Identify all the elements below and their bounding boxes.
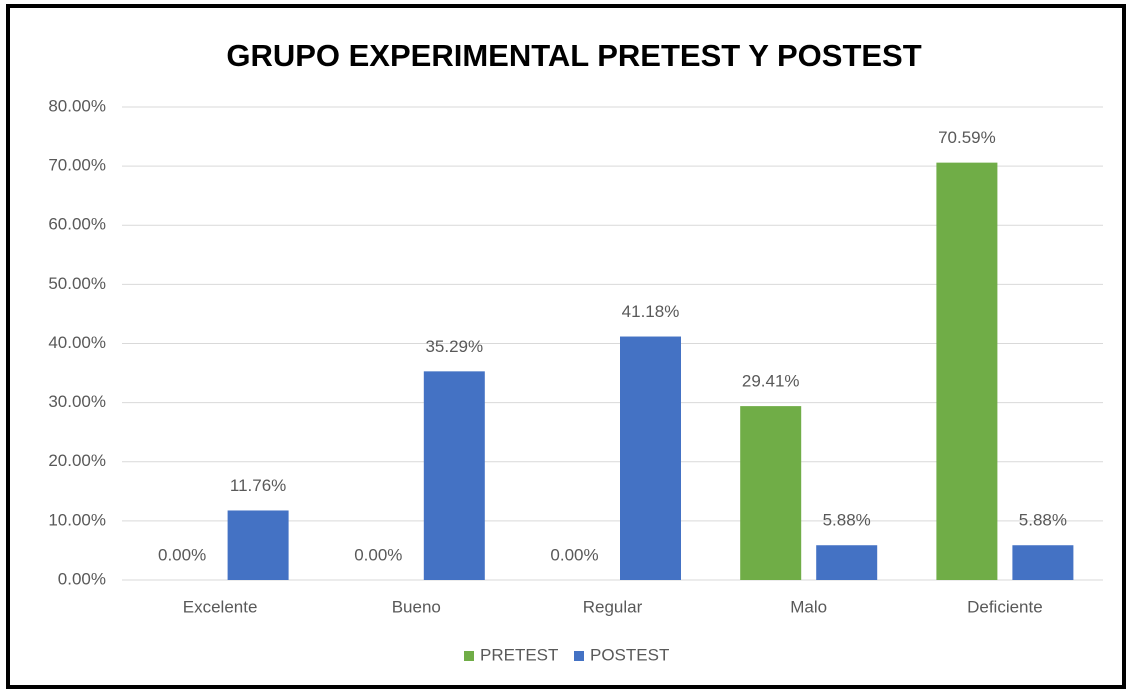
bar	[816, 545, 878, 580]
bar	[740, 406, 802, 580]
value-label: 0.00%	[158, 545, 206, 564]
y-tick-label: 10.00%	[48, 510, 106, 529]
value-label: 11.76%	[230, 476, 286, 495]
value-label: 70.59%	[938, 128, 996, 147]
legend-label: POSTEST	[590, 645, 669, 664]
legend-swatch	[574, 651, 584, 661]
x-tick-label: Deficiente	[967, 597, 1043, 616]
value-label: 0.00%	[354, 545, 402, 564]
value-label: 0.00%	[550, 545, 598, 564]
value-label: 35.29%	[425, 337, 483, 356]
y-tick-label: 40.00%	[48, 333, 106, 352]
y-tick-label: 20.00%	[48, 451, 106, 470]
y-tick-label: 70.00%	[48, 156, 106, 175]
bar	[227, 510, 289, 580]
legend-swatch	[464, 651, 474, 661]
y-tick-label: 30.00%	[48, 392, 106, 411]
y-tick-label: 80.00%	[48, 96, 106, 115]
bar	[936, 162, 998, 580]
y-tick-label: 50.00%	[48, 274, 106, 293]
value-label: 5.88%	[823, 511, 871, 530]
y-tick-label: 60.00%	[48, 215, 106, 234]
bar	[1012, 545, 1074, 580]
x-tick-label: Regular	[583, 597, 643, 616]
value-label: 41.18%	[622, 302, 680, 321]
x-tick-label: Bueno	[392, 597, 441, 616]
legend-label: PRETEST	[480, 645, 558, 664]
value-label: 29.41%	[742, 372, 800, 391]
y-tick-label: 0.00%	[58, 569, 106, 588]
chart-title: GRUPO EXPERIMENTAL PRETEST Y POSTEST	[226, 38, 921, 73]
x-tick-label: Excelente	[183, 597, 258, 616]
bar	[423, 371, 485, 580]
value-label: 5.88%	[1019, 511, 1067, 530]
bar	[620, 336, 681, 580]
x-tick-label: Malo	[790, 597, 827, 616]
